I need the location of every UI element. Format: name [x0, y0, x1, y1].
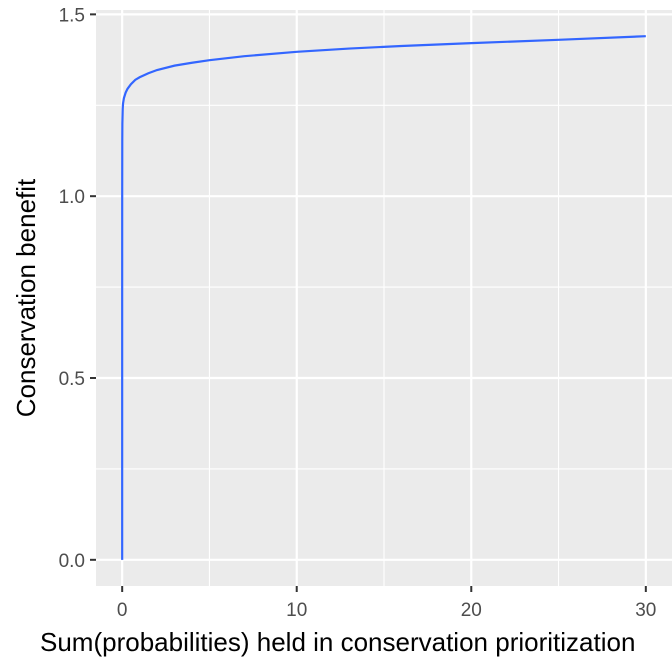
y-tick-label: 0.0: [59, 551, 85, 572]
y-tick-label: 1.0: [59, 187, 85, 208]
y-axis-title: Conservation benefit: [11, 178, 41, 417]
y-axis-ticks: 0.0 0.5 1.0 1.5: [59, 5, 96, 572]
y-tick-label: 1.5: [59, 5, 85, 26]
x-axis-ticks: 0 10 20 30: [117, 586, 656, 621]
series-line: [121, 35, 646, 560]
x-axis-title: Sum(probabilities) held in conservation …: [40, 627, 635, 657]
x-tick-label: 10: [286, 600, 307, 621]
grid-minor: [96, 10, 672, 586]
x-tick-label: 20: [461, 600, 482, 621]
x-tick-label: 0: [117, 600, 128, 621]
y-tick-label: 0.5: [59, 369, 85, 390]
x-tick-label: 30: [635, 600, 656, 621]
